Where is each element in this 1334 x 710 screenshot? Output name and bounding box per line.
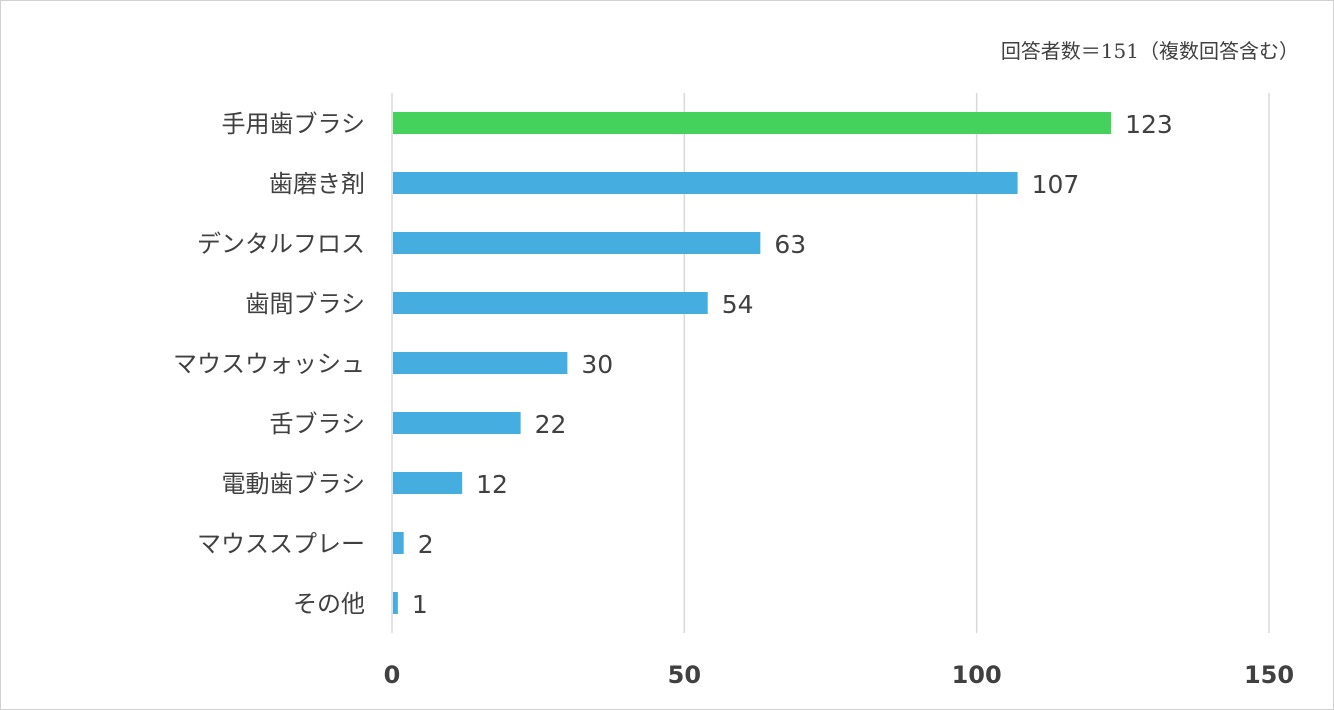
category-label-4: 歯間ブラシ [245,290,365,318]
category-label-2: 歯磨き剤 [269,170,365,198]
x-tick-label-100: 100 [952,661,1002,689]
category-label-1: 手用歯ブラシ [221,110,365,138]
category-label-9: その他 [293,590,365,618]
category-label-7: 電動歯ブラシ [221,470,365,498]
category-label-6: 舌ブラシ [269,410,365,438]
bar-4 [393,292,708,314]
value-label-8: 2 [418,530,434,559]
value-label-6: 22 [535,410,567,439]
x-tick-label-50: 50 [668,661,701,689]
value-label-3: 63 [774,230,806,259]
category-label-8: マウススプレー [197,530,365,558]
category-label-3: デンタルフロス [197,230,365,258]
bar-2 [393,172,1018,194]
x-tick-label-150: 150 [1244,661,1294,689]
value-label-1: 123 [1125,110,1173,139]
bar-7 [393,472,463,494]
bar-8 [393,532,404,554]
bar-5 [393,352,568,374]
value-label-4: 54 [722,290,754,319]
bar-9 [393,592,398,614]
value-label-5: 30 [581,350,613,379]
value-label-7: 12 [476,470,508,499]
category-label-5: マウスウォッシュ [173,350,365,378]
bar-6 [393,412,521,434]
bar-3 [393,232,761,254]
value-label-2: 107 [1032,170,1080,199]
respondent-note: 回答者数＝151（複数回答含む） [1000,39,1299,63]
x-tick-label-0: 0 [384,661,401,689]
value-label-9: 1 [412,590,428,619]
bar-1 [393,112,1112,134]
